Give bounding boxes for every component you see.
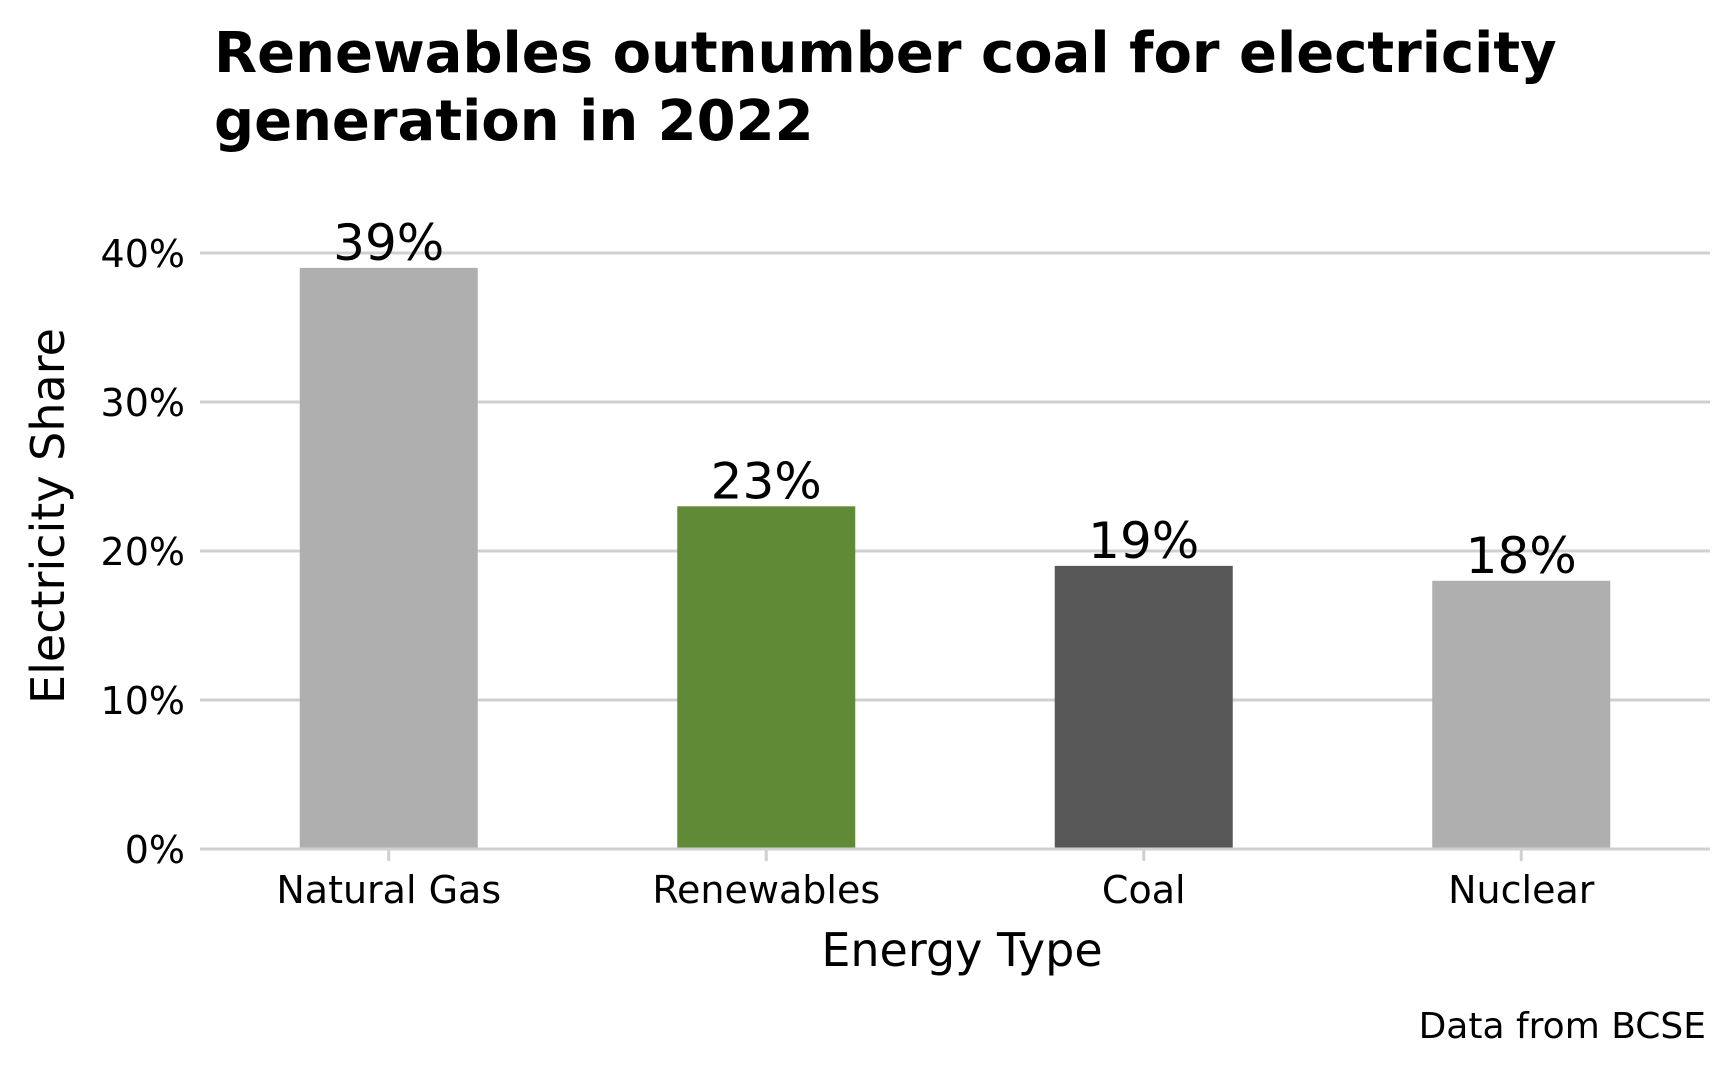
x-axis-title: Energy Type <box>821 923 1102 977</box>
y-tick-label: 20% <box>101 530 185 574</box>
y-tick-label: 0% <box>125 828 185 872</box>
x-tick-label: Natural Gas <box>276 868 501 912</box>
chart-title-line-1: Renewables outnumber coal for electricit… <box>214 21 1557 86</box>
data-label: 18% <box>1466 527 1577 585</box>
bar-coal <box>1054 565 1233 848</box>
bar-renewables <box>677 506 856 848</box>
bars <box>299 267 1611 848</box>
y-tick-label: 10% <box>101 679 185 723</box>
x-tick-label: Coal <box>1102 868 1186 912</box>
bar-nuclear <box>1432 580 1611 848</box>
x-tick-label: Nuclear <box>1448 868 1595 912</box>
y-axis-title: Electricity Share <box>21 328 75 704</box>
y-tick-label: 30% <box>101 381 185 425</box>
caption: Data from BCSE <box>1419 1006 1706 1047</box>
y-axis-ticks: 0% 10% 20% 30% 40% <box>101 232 185 872</box>
chart-title: Renewables outnumber coal for electricit… <box>214 21 1576 154</box>
data-label: 23% <box>711 452 822 510</box>
bar-natural-gas <box>299 267 478 848</box>
chart-title-line-2: generation in 2022 <box>214 89 814 154</box>
data-labels: 39% 23% 19% 18% <box>333 214 1577 585</box>
data-label: 19% <box>1088 512 1199 570</box>
data-label: 39% <box>333 214 444 272</box>
x-tick-label: Renewables <box>652 868 880 912</box>
x-axis-ticks: Natural Gas Renewables Coal Nuclear <box>276 850 1595 912</box>
y-tick-label: 40% <box>101 232 185 276</box>
